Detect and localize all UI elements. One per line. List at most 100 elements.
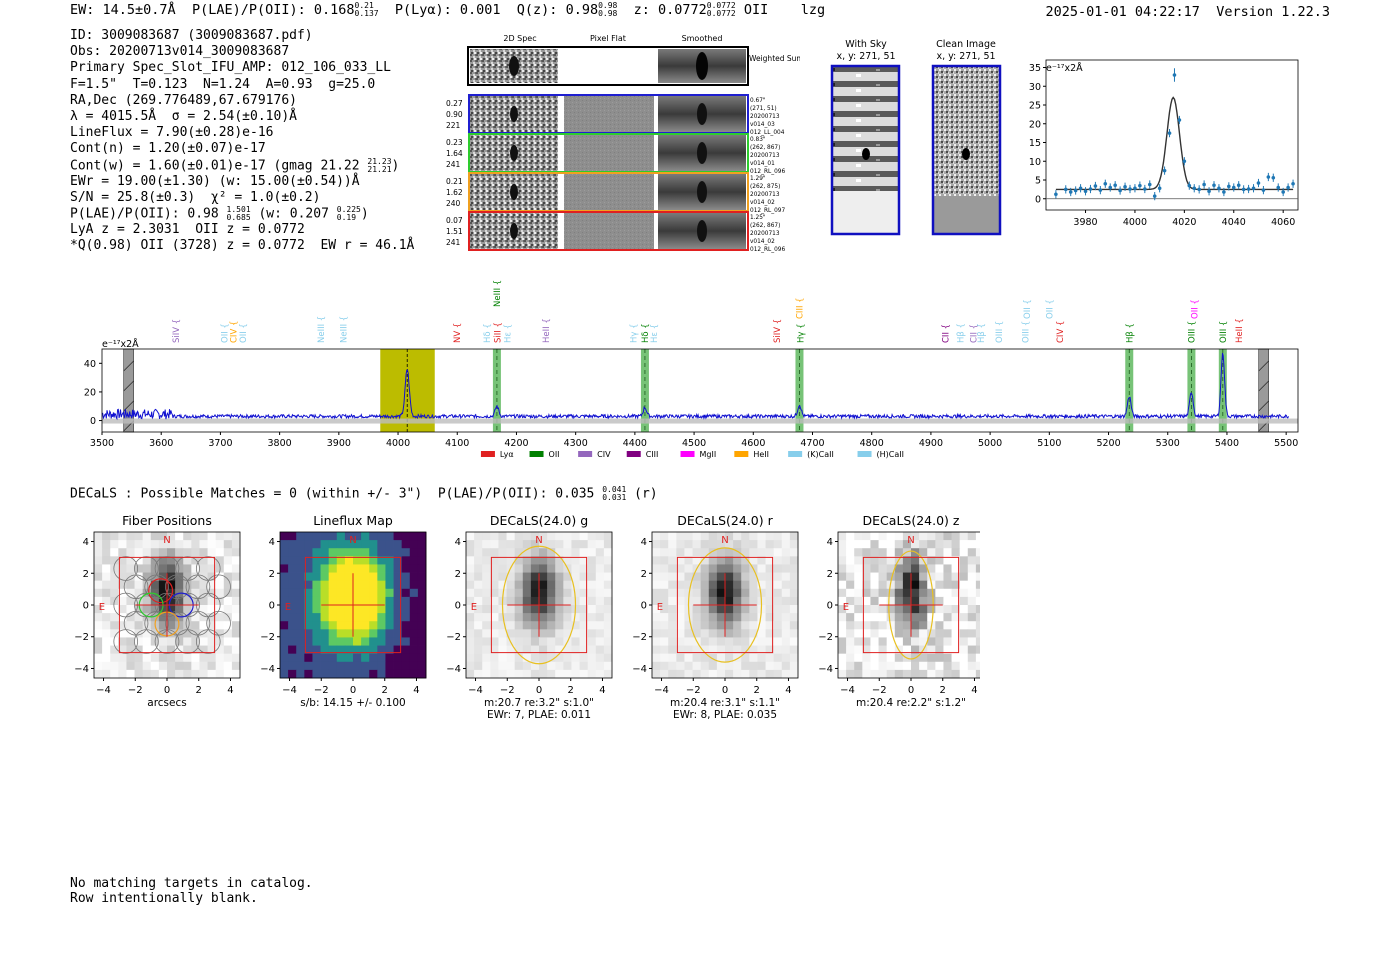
zoom-ytick-label-35: 35 xyxy=(1029,63,1041,74)
pixel xyxy=(353,572,362,582)
pixel xyxy=(142,580,152,590)
pixel xyxy=(466,588,475,598)
pixel xyxy=(522,580,532,590)
pixel xyxy=(231,572,241,582)
pixel xyxy=(927,556,936,565)
pixel xyxy=(741,572,750,582)
line-label-29: OIII { xyxy=(1187,321,1197,343)
pixel xyxy=(377,637,386,646)
pixel xyxy=(838,588,847,598)
pixel xyxy=(498,572,507,582)
pixel xyxy=(110,669,119,679)
pixel xyxy=(676,596,685,606)
imaging-title-3: DECaLS(24.0) r xyxy=(677,513,773,528)
pixel xyxy=(199,653,208,663)
pixel xyxy=(296,596,305,606)
full-xtick-label-4700: 4700 xyxy=(800,438,824,449)
pixel xyxy=(530,532,540,541)
pixel xyxy=(191,564,200,573)
full-xtick-label-4100: 4100 xyxy=(445,438,469,449)
pixel xyxy=(344,661,354,671)
pixel xyxy=(935,605,944,614)
pixel xyxy=(725,661,734,671)
pixel xyxy=(741,540,750,549)
pixel xyxy=(660,661,669,671)
pixel xyxy=(304,653,313,663)
pixel xyxy=(110,580,119,590)
pixel xyxy=(158,548,168,557)
pixel xyxy=(692,532,702,541)
zoom-ytick-label-10: 10 xyxy=(1029,157,1041,168)
pixel xyxy=(547,653,556,663)
pixel xyxy=(142,532,152,541)
full-ytick-label-20: 20 xyxy=(84,387,96,398)
info-ewr: EWr = 19.00(±1.30) (w: 15.00(±0.54))Å xyxy=(70,173,360,189)
pixel xyxy=(716,540,726,549)
pixel xyxy=(401,661,411,671)
pixel xyxy=(102,669,111,679)
pixel xyxy=(514,669,524,679)
pixel xyxy=(749,645,758,655)
pixel xyxy=(563,588,572,598)
line-label-5: NeIII { xyxy=(340,316,350,343)
pixel xyxy=(951,645,961,655)
pixel xyxy=(288,596,297,606)
pixel xyxy=(838,661,847,671)
pixel xyxy=(935,596,944,606)
pixel xyxy=(975,661,980,671)
pixel xyxy=(199,564,208,573)
pixel xyxy=(110,661,119,671)
pixel xyxy=(959,653,969,663)
pixel xyxy=(595,613,605,622)
cutout-right-0-2: 20200713 xyxy=(750,114,780,120)
pixel xyxy=(919,613,928,622)
pixel xyxy=(911,572,920,582)
pixel xyxy=(134,661,144,671)
imaging-aperture-box-2 xyxy=(490,556,588,654)
pixel xyxy=(725,637,734,646)
pixel xyxy=(134,588,144,598)
pixel xyxy=(911,621,920,630)
pixel xyxy=(959,572,969,582)
pixel xyxy=(369,621,378,630)
pixel xyxy=(587,605,597,614)
zoom-point-36 xyxy=(1236,183,1241,188)
pixel xyxy=(514,588,524,598)
pixel xyxy=(652,564,661,573)
line-label-10: SiII { xyxy=(494,322,504,343)
pixel xyxy=(902,605,912,614)
pixel xyxy=(94,613,103,622)
pixel xyxy=(975,669,980,679)
pixel xyxy=(126,661,135,671)
pixel xyxy=(919,532,928,541)
pixel xyxy=(967,637,977,646)
pixel xyxy=(377,548,386,557)
pixel xyxy=(312,645,321,655)
pixel xyxy=(725,629,734,638)
pixel xyxy=(522,629,532,638)
pixel xyxy=(959,637,969,646)
pixel xyxy=(296,572,305,582)
pixel xyxy=(563,596,572,606)
pixel xyxy=(700,605,710,614)
pixel xyxy=(757,637,766,646)
pixel xyxy=(199,621,208,630)
pixel xyxy=(773,580,783,590)
pixel xyxy=(191,540,200,549)
pixel xyxy=(716,669,726,679)
pixel xyxy=(401,645,411,655)
pixel xyxy=(765,613,775,622)
pixel xyxy=(902,556,912,565)
cutout-right-0-4: 012_LL_004 xyxy=(750,130,785,136)
pixel xyxy=(862,669,871,679)
pixel xyxy=(344,596,354,606)
pixel xyxy=(539,580,548,590)
full-xtick-label-4400: 4400 xyxy=(623,438,647,449)
pixel xyxy=(393,629,403,638)
pixel xyxy=(288,605,297,614)
pixel xyxy=(700,556,710,565)
pixel xyxy=(191,588,200,598)
pixel xyxy=(603,532,613,541)
cutout-right-1-2: 20200713 xyxy=(750,153,780,159)
